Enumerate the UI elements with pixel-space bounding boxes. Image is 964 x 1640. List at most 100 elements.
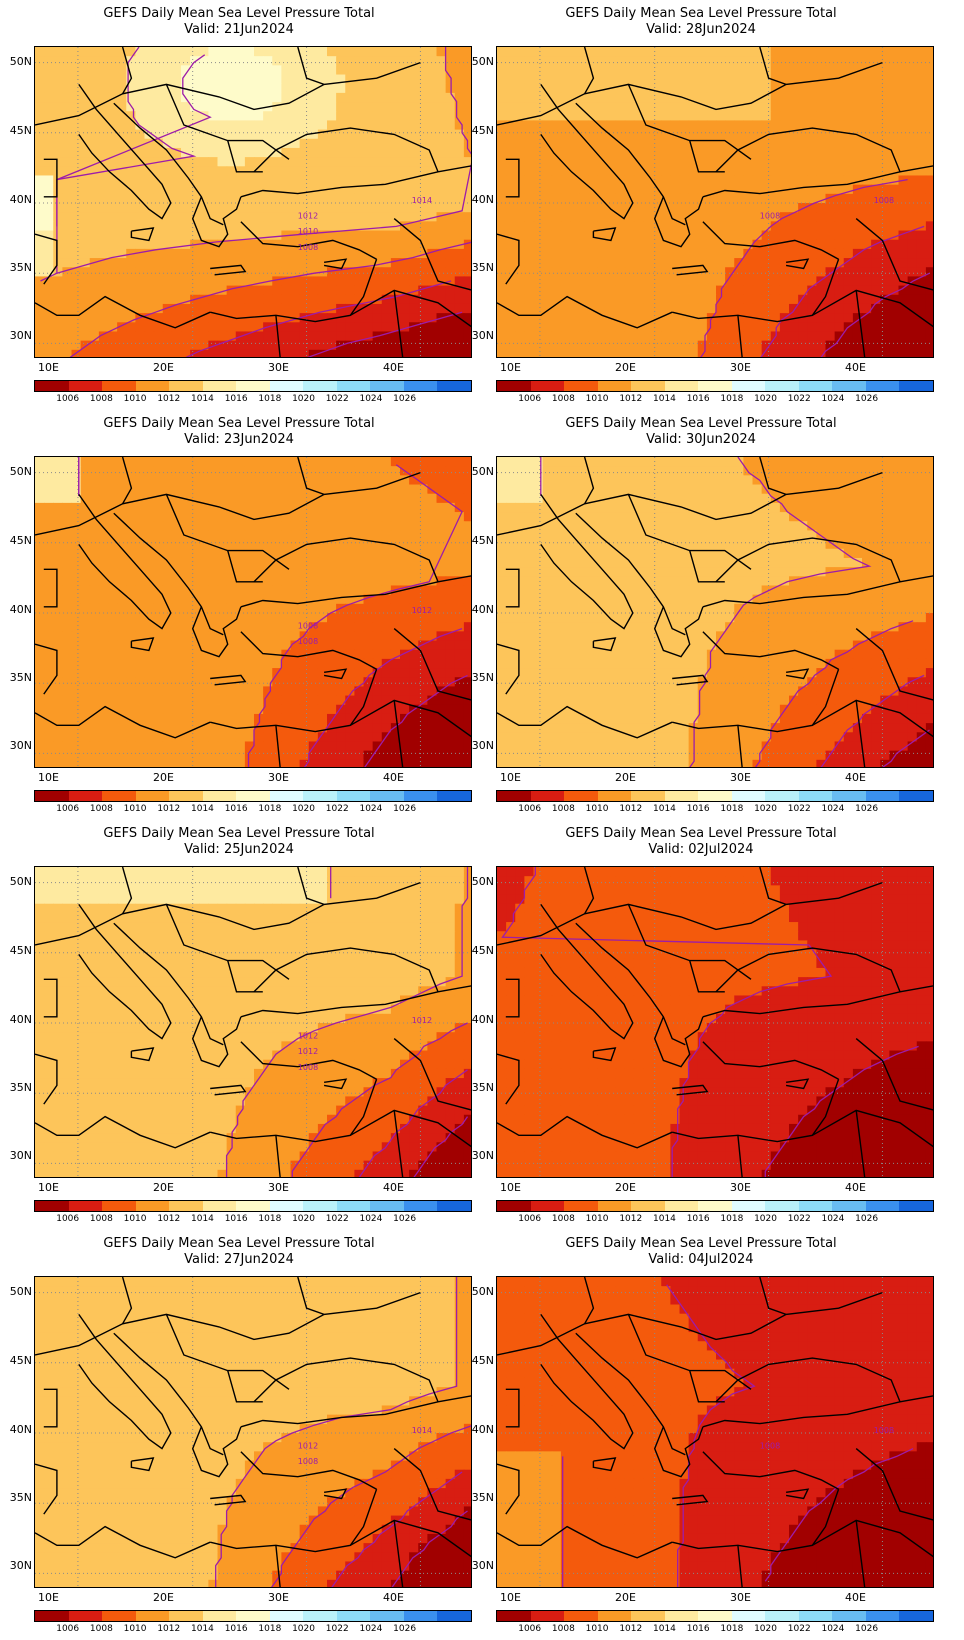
pressure-cell <box>126 193 136 204</box>
pressure-cell <box>716 239 726 250</box>
pressure-cell <box>588 331 598 342</box>
pressure-cell <box>770 276 781 287</box>
pressure-cell <box>117 594 127 605</box>
latitude-label: 45N <box>471 124 494 137</box>
pressure-cell <box>71 303 82 314</box>
pressure-cell <box>317 622 328 632</box>
pressure-cell <box>126 658 136 669</box>
pressure-cell <box>445 267 456 278</box>
pressure-cell <box>779 230 790 241</box>
pressure-cell <box>688 322 699 333</box>
pressure-cell <box>89 548 100 559</box>
pressure-cell <box>126 47 136 57</box>
pressure-cell <box>153 677 164 688</box>
pressure-cell <box>226 585 237 596</box>
pressure-cell <box>144 248 155 259</box>
pressure-cell <box>743 120 754 131</box>
pressure-cell <box>363 157 374 167</box>
pressure-cell <box>551 56 562 66</box>
pressure-cell <box>390 184 401 195</box>
pressure-cell <box>816 65 827 76</box>
pressure-cell <box>761 331 772 342</box>
pressure-cell <box>427 521 438 532</box>
pressure-cell <box>53 166 63 177</box>
pressure-cell <box>171 65 182 76</box>
pressure-cell <box>789 184 799 195</box>
pressure-cell <box>35 340 45 351</box>
pressure-cell <box>734 92 744 103</box>
pressure-cell <box>843 349 854 357</box>
pressure-cell <box>551 239 562 250</box>
pressure-cell <box>418 258 428 268</box>
pressure-cell <box>679 120 690 131</box>
pressure-cell <box>44 340 54 351</box>
pressure-cell <box>445 193 456 204</box>
pressure-cell <box>89 640 100 651</box>
pressure-cell <box>117 695 127 706</box>
pressure-cell <box>62 267 73 278</box>
pressure-cell <box>615 83 626 94</box>
pressure-cell <box>381 548 392 559</box>
pressure-cell <box>743 102 754 112</box>
pressure-cell <box>597 331 608 342</box>
pressure-cell <box>606 74 617 85</box>
pressure-cell <box>372 239 383 250</box>
pressure-cell <box>290 640 301 651</box>
longitude-label: 40E <box>845 361 866 374</box>
pressure-cell <box>588 285 598 296</box>
pressure-cell <box>217 65 228 76</box>
pressure-cell <box>98 530 109 541</box>
pressure-cell <box>281 603 292 614</box>
pressure-cell <box>560 184 571 195</box>
pressure-cell <box>579 212 589 222</box>
pressure-cell <box>299 622 310 632</box>
pressure-cell <box>327 594 337 605</box>
pressure-cell <box>427 622 438 632</box>
pressure-cell <box>153 322 164 333</box>
pressure-cell <box>852 83 863 94</box>
pressure-cell <box>390 622 401 632</box>
pressure-cell <box>597 313 608 323</box>
pressure-cell <box>345 640 355 651</box>
pressure-cell <box>579 111 589 122</box>
pressure-cell <box>816 258 827 268</box>
pressure-cell <box>272 175 282 186</box>
pressure-cell <box>579 276 589 287</box>
pressure-cell <box>354 102 365 112</box>
pressure-cell <box>852 111 863 122</box>
pressure-cell <box>652 129 662 140</box>
pressure-cell <box>688 230 699 241</box>
pressure-cell <box>862 65 872 76</box>
pressure-cell <box>463 484 471 495</box>
pressure-cell <box>597 258 608 268</box>
pressure-cell <box>779 129 790 140</box>
coastline-border <box>855 218 933 291</box>
pressure-cell <box>181 475 191 486</box>
pressure-cell <box>354 649 365 660</box>
pressure-cell <box>226 732 237 743</box>
pressure-cell <box>400 111 410 122</box>
pressure-cell <box>670 184 681 195</box>
pressure-cell <box>597 230 608 241</box>
pressure-cell <box>463 732 471 743</box>
pressure-cell <box>925 248 933 259</box>
pressure-cell <box>615 47 626 57</box>
pressure-cell <box>208 303 219 314</box>
pressure-cell <box>843 331 854 342</box>
pressure-cell <box>44 548 54 559</box>
pressure-cell <box>533 322 544 333</box>
pressure-cell <box>533 285 544 296</box>
pressure-cell <box>71 212 82 222</box>
pressure-cell <box>779 166 790 177</box>
pressure-cell <box>834 285 845 296</box>
pressure-cell <box>409 258 419 268</box>
coastline-border <box>497 295 673 329</box>
pressure-cell <box>89 285 100 296</box>
pressure-cell <box>597 340 608 351</box>
pressure-cell <box>263 92 273 103</box>
pressure-cell <box>454 713 465 724</box>
pressure-cell <box>263 74 273 85</box>
pressure-cell <box>579 248 589 259</box>
pressure-cell <box>533 212 544 222</box>
pressure-cell <box>409 631 419 642</box>
